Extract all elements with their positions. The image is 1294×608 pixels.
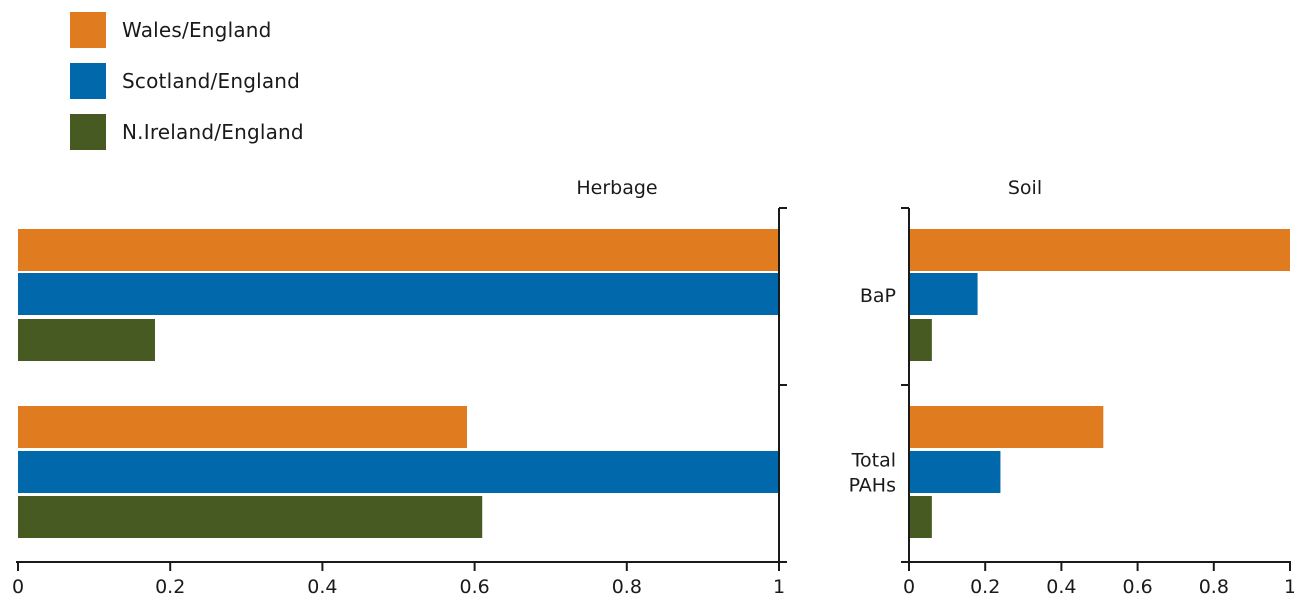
soil-x-tick-label-4: 0.8 (1199, 576, 1229, 598)
soil-x-tick-label-5: 1 (1284, 576, 1294, 598)
herbage-x-tick-label-1: 0.8 (612, 576, 642, 598)
soil-title: Soil (1008, 177, 1042, 199)
legend-item-scotland: Scotland/England (70, 63, 300, 99)
soil-category-label-0-0: BaP (860, 285, 896, 307)
soil-x-tick-label-0: 0 (903, 576, 915, 598)
legend-item-wales: Wales/England (70, 12, 272, 48)
herbage-bar-2-1 (18, 496, 483, 538)
soil-bar-1-0 (909, 273, 978, 315)
soil-x-tick-label-3: 0.6 (1122, 576, 1152, 598)
legend-item-nireland: N.Ireland/England (70, 114, 304, 150)
soil-category-label-1-0: Total (851, 450, 896, 472)
herbage-x-tick-label-3: 0.4 (307, 576, 337, 598)
soil-category-label-1-1: PAHs (849, 475, 896, 497)
soil-bar-2-1 (909, 496, 932, 538)
herbage-x-tick-label-4: 0.2 (155, 576, 185, 598)
herbage-bar-1-0 (18, 273, 779, 315)
legend-label-scotland: Scotland/England (122, 69, 301, 93)
herbage-title: Herbage (576, 177, 657, 199)
herbage-x-tick-label-5: 0 (12, 576, 24, 598)
herbage-x-tick-label-2: 0.6 (459, 576, 489, 598)
soil-bar-0-1 (909, 406, 1104, 448)
herbage-bar-2-0 (18, 319, 155, 361)
herbage-x-tick-label-0: 1 (773, 576, 785, 598)
herbage-bar-0-1 (18, 406, 467, 448)
soil-x-tick-label-2: 0.4 (1046, 576, 1076, 598)
herbage-bar-0-0 (18, 229, 779, 271)
legend-swatch-nireland (70, 114, 106, 150)
legend-label-nireland: N.Ireland/England (122, 120, 304, 144)
soil-bar-1-1 (909, 451, 1001, 493)
legend-label-wales: Wales/England (122, 18, 272, 42)
soil-bar-2-0 (909, 319, 932, 361)
legend-swatch-wales (70, 12, 106, 48)
legend-swatch-scotland (70, 63, 106, 99)
herbage-bar-1-1 (18, 451, 779, 493)
soil-bar-0-0 (909, 229, 1290, 271)
soil-x-tick-label-1: 0.2 (970, 576, 1000, 598)
